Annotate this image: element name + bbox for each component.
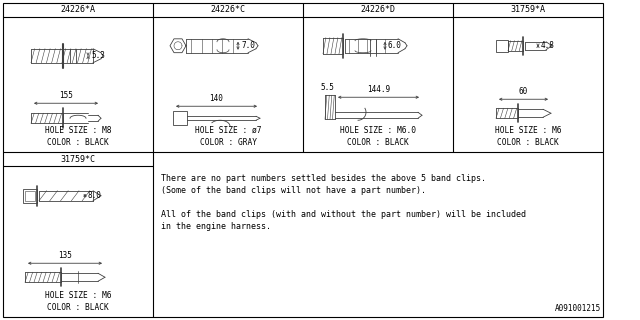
Text: HOLE SIZE : M8
COLOR : BLACK: HOLE SIZE : M8 COLOR : BLACK [45,126,111,147]
Text: 144.9: 144.9 [367,85,390,94]
Text: HOLE SIZE : M6
COLOR : BLACK: HOLE SIZE : M6 COLOR : BLACK [495,126,561,147]
Text: (Some of the band clips will not have a part number).: (Some of the band clips will not have a … [161,186,426,195]
Text: 24226*A: 24226*A [61,5,95,14]
Text: 31759*C: 31759*C [61,155,95,164]
Text: 5.3: 5.3 [91,51,105,60]
Text: in the engine harness.: in the engine harness. [161,222,271,231]
Text: HOLE SIZE : ø7
COLOR : GRAY: HOLE SIZE : ø7 COLOR : GRAY [195,126,261,147]
Bar [173,111,187,125]
Text: 60: 60 [519,87,528,96]
Text: 140: 140 [209,94,223,103]
Text: All of the band clips (with and without the part number) will be included: All of the band clips (with and without … [161,210,526,219]
Text: 24226*D: 24226*D [360,5,396,14]
Bar [25,191,35,201]
Text: HOLE SIZE : M6.0
COLOR : BLACK: HOLE SIZE : M6.0 COLOR : BLACK [340,126,416,147]
Bar [23,189,37,203]
Text: 135: 135 [58,251,72,260]
Text: 6.0: 6.0 [388,41,402,50]
Text: 5.5: 5.5 [320,83,334,92]
Text: A091001215: A091001215 [555,304,601,313]
Text: 31759*A: 31759*A [511,5,545,14]
Text: 155: 155 [59,91,73,100]
Text: 4.8: 4.8 [541,41,555,50]
Bar [496,40,508,52]
Text: 8.0: 8.0 [88,191,102,200]
Text: 7.0: 7.0 [241,41,255,50]
Text: HOLE SIZE : M6
COLOR : BLACK: HOLE SIZE : M6 COLOR : BLACK [45,291,111,312]
Text: There are no part numbers settled besides the above 5 band clips.: There are no part numbers settled beside… [161,174,486,183]
Text: 24226*C: 24226*C [211,5,246,14]
